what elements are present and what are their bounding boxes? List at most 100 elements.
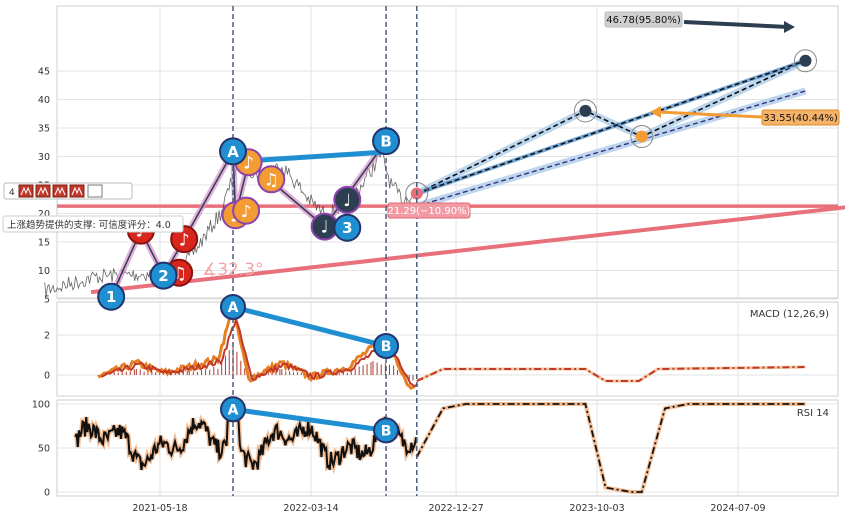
x-tick-label: 2024-07-09 (710, 503, 765, 514)
signal-badge-icon (35, 184, 51, 198)
rsi-wave-marker: A (220, 396, 247, 423)
target-mid-label-text: 33.55(40.44%) (763, 113, 838, 124)
rsi-tick-label: 50 (38, 444, 50, 455)
note-marker-label: ♪ (243, 153, 254, 173)
note-marker-circle (333, 185, 362, 214)
macd-forecast-line (416, 366, 806, 382)
rsi-line (74, 404, 418, 471)
macd-tick-label: 2 (44, 331, 50, 342)
support-callout: 上涨趋势提供的支撑: 可信度评分：4.0 (2, 215, 184, 233)
target-high-label-text: 46.78(95.80%) (606, 15, 681, 26)
macd-signal-line (100, 316, 419, 388)
rsi-wave-marker-circle (373, 417, 400, 444)
support-callout-text: 上涨趋势提供的支撑: 可信度评分：4.0 (7, 219, 171, 231)
x-tick-label: 2023-10-03 (569, 503, 624, 514)
signal-badge-row: 4 (3, 182, 133, 200)
rsi-ab-link (232, 406, 387, 433)
price-tick-label: 10 (38, 266, 50, 277)
note-marker: ♩ (333, 185, 362, 214)
macd-tick-label: 0 (44, 371, 50, 382)
wave-marker-label: A (227, 143, 239, 161)
wave-marker-label: 2 (158, 267, 168, 285)
signal-badge-count: 4 (9, 188, 15, 198)
x-tick-label: 2021-05-18 (132, 503, 187, 514)
signal-badge-glyph (54, 186, 66, 196)
wave-marker: B (372, 127, 401, 156)
target-low-label-text: 21.29(−10.90%) (388, 206, 471, 217)
target-low-label-box (387, 202, 471, 219)
signal-badge-glyph (37, 186, 49, 196)
wave-marker-circle (219, 137, 248, 166)
rsi-wave-marker-label: B (381, 423, 392, 439)
macd-ab-link (232, 304, 387, 349)
signal-badge-icon (52, 184, 68, 198)
target-mid-arrow (657, 110, 763, 119)
target-low-label: 21.29(−10.90%) (387, 202, 471, 219)
trend-angle-label: ∡32.3° (202, 260, 264, 280)
wave-marker-circle (97, 282, 126, 311)
note-marker-label: ♪ (179, 230, 190, 250)
rsi-panel (73, 399, 806, 494)
wave-marker-circle (372, 127, 401, 156)
price-tick-label: 20 (38, 209, 50, 220)
price-frame (56, 5, 839, 299)
macd-wave-marker-label: B (381, 339, 392, 355)
note-marker-label: ♫ (264, 170, 279, 190)
wave-marker-label: 1 (106, 288, 116, 306)
projection-upper-line (416, 59, 806, 195)
wave-marker: 2 (149, 261, 178, 290)
note-marker-label: ♪ (241, 202, 252, 222)
labels: ∡32.3° 上涨趋势提供的支撑: 可信度评分：4.0 4 46.78(95.80%)… (2, 11, 840, 280)
note-marker: ♫ (257, 165, 286, 194)
projection-target-dot (799, 54, 812, 67)
projection-target-ring (793, 49, 817, 73)
projection-target-dot (635, 130, 648, 143)
projection-direct-dashed (416, 59, 806, 195)
target-mid-arrowhead (650, 106, 661, 118)
wave-marker: 3 (333, 213, 362, 242)
note-marker-label: ♩ (321, 218, 329, 238)
x-tick-label: 2022-12-27 (428, 503, 483, 514)
projection-lower-line (416, 90, 806, 207)
price-tick-label: 40 (38, 95, 50, 106)
rsi-wave-marker-label: A (228, 402, 239, 418)
signal-badge-glyph (71, 186, 83, 196)
wave-marker: A (219, 137, 248, 166)
rsi-tick-label: 0 (44, 488, 50, 499)
target-mid-label-box (761, 109, 840, 126)
rsi-title: RSI 14 (797, 408, 829, 419)
rsi-wave-marker-circle (220, 396, 247, 423)
rsi-forecast-line (416, 403, 806, 493)
wave-marker-circle (333, 213, 362, 242)
note-marker-label: ♩ (343, 191, 351, 211)
wave-marker: 1 (97, 282, 126, 311)
macd-wave-marker-circle (220, 294, 247, 320)
price-ab-link (253, 149, 387, 163)
grid: 2021-05-18 2022-03-14 2022-12-27 2023-10-03… (32, 5, 839, 514)
target-high-label: 46.78(95.80%) (604, 11, 683, 28)
note-marker: ♪ (232, 196, 261, 225)
macd-panel (97, 304, 806, 390)
signal-badge-icon (69, 184, 85, 198)
signal-badge-icon (18, 184, 34, 198)
wave-marker-label: B (380, 133, 391, 151)
projection-target-dot (579, 104, 592, 117)
target-high-arrowhead (784, 21, 795, 33)
signal-badge-icon-outline (87, 184, 103, 198)
signal-badge-glyph (20, 186, 32, 196)
price-tick-label: 15 (38, 238, 50, 249)
price-tick-label: 35 (38, 124, 50, 135)
target-high-label-box (604, 11, 683, 28)
projection-target-ring (573, 99, 597, 123)
target-mid-label: 33.55(40.44%) (761, 109, 840, 126)
support-callout-box (2, 215, 184, 233)
target-high-arrow (683, 20, 789, 29)
x-tick-label: 2022-03-14 (283, 503, 338, 514)
macd-wave-marker: B (373, 333, 400, 359)
macd-wave-marker-label: A (228, 300, 239, 316)
wave-marker-label: 3 (342, 219, 352, 237)
rsi-wave-marker: B (373, 417, 400, 444)
